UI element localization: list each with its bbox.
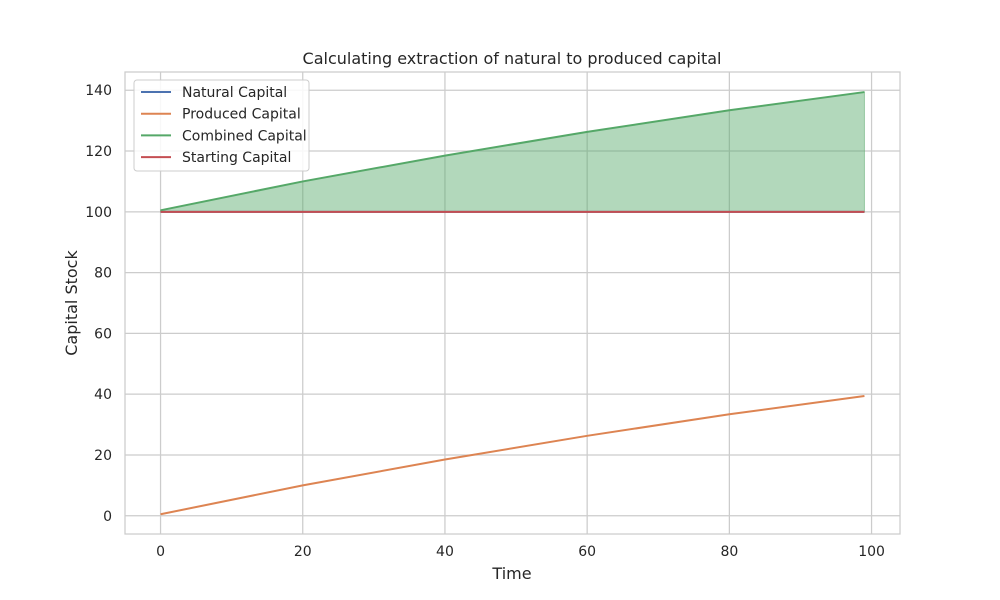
y-tick-label: 60: [94, 326, 112, 342]
legend-label-natural-capital: Natural Capital: [182, 85, 287, 101]
x-tick-label: 20: [294, 544, 312, 560]
x-tick-label: 0: [156, 544, 165, 560]
legend: Natural Capital Produced Capital Combined …: [133, 79, 310, 172]
y-tick-label: 140: [85, 83, 112, 99]
legend-label-starting-capital: Starting Capital: [182, 150, 291, 166]
y-axis-title: Capital Stock: [62, 250, 81, 356]
legend-box: [133, 79, 310, 172]
plot-frame: [124, 71, 901, 535]
chart-title: Calculating extraction of natural to pro…: [303, 49, 722, 68]
y-tick-label: 80: [94, 266, 112, 282]
y-tick-label: 0: [103, 509, 112, 525]
x-tick-label: 80: [720, 544, 738, 560]
grid: [125, 72, 900, 534]
y-tick-label: 20: [94, 448, 112, 464]
x-tick-label: 60: [578, 544, 596, 560]
y-tick-labels: 0 20 40 60 80 100 120 140: [85, 83, 112, 525]
combined-capital-line: [160, 91, 865, 212]
x-tick-labels: 0 20 40 60 80 100: [156, 544, 885, 560]
produced-capital-line: [160, 395, 865, 516]
legend-label-combined-capital: Combined Capital: [182, 128, 307, 144]
y-tick-label: 120: [85, 144, 112, 160]
series-lines: [160, 91, 865, 516]
y-tick-label: 100: [85, 205, 112, 221]
x-tick-label: 40: [436, 544, 454, 560]
x-tick-label: 100: [858, 544, 885, 560]
y-tick-label: 40: [94, 387, 112, 403]
x-axis-title: Time: [491, 564, 531, 583]
legend-label-produced-capital: Produced Capital: [182, 107, 301, 123]
